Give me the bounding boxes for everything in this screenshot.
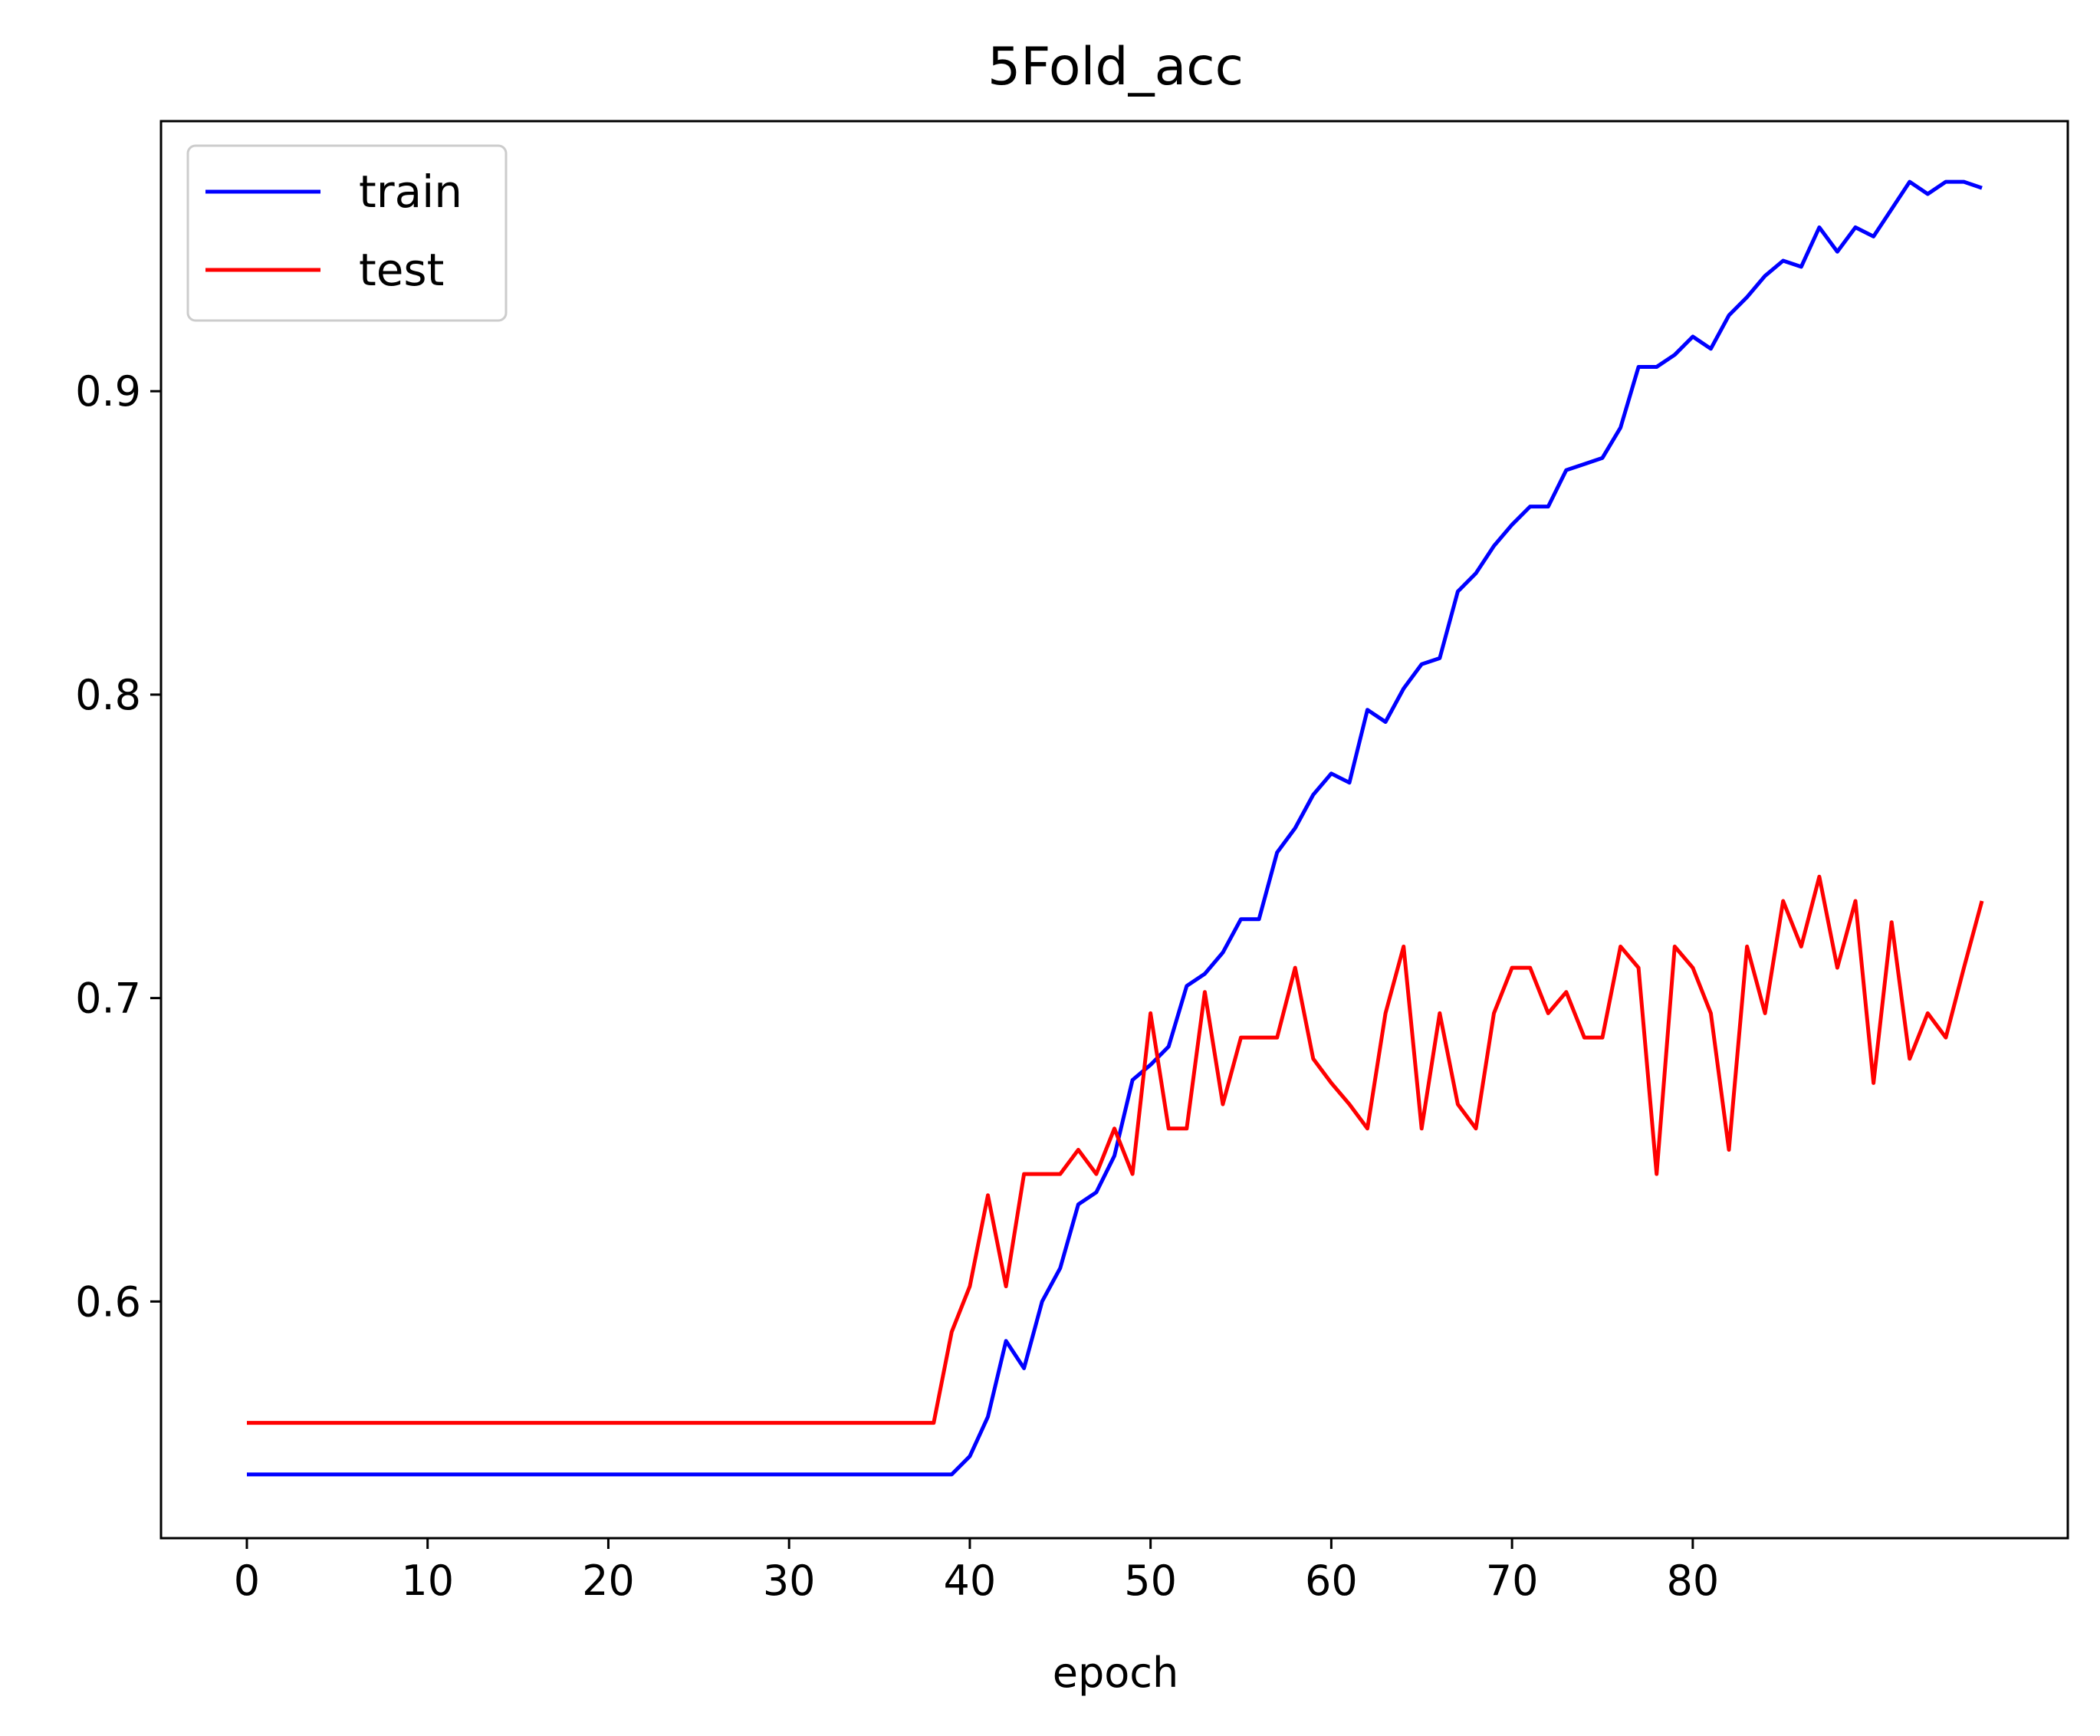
y-tick-label: 0.7 <box>75 975 141 1023</box>
y-tick-label: 0.9 <box>75 367 141 416</box>
legend-label-train: train <box>359 166 462 218</box>
x-axis-ticks: 0 10 20 30 40 50 60 70 80 <box>234 1538 1719 1605</box>
y-tick-label: 0.8 <box>75 671 141 719</box>
chart-title: 5Fold_acc <box>988 37 1244 97</box>
x-tick-label: 20 <box>582 1557 635 1605</box>
y-tick-label: 0.6 <box>75 1277 141 1326</box>
series-line-test <box>247 874 1984 1425</box>
y-axis-ticks: 0.6 0.7 0.8 0.9 <box>75 367 161 1326</box>
x-axis-label: epoch <box>1053 1649 1178 1697</box>
legend: train test <box>186 144 508 322</box>
x-tick-label: 10 <box>401 1557 454 1605</box>
x-tick-label: 70 <box>1486 1557 1539 1605</box>
x-tick-label: 80 <box>1666 1557 1719 1605</box>
x-tick-label: 40 <box>944 1557 997 1605</box>
legend-label-test: test <box>359 244 444 296</box>
legend-box <box>186 144 508 322</box>
x-tick-label: 60 <box>1305 1557 1358 1605</box>
x-tick-label: 0 <box>234 1557 260 1605</box>
series-layer <box>247 179 1984 1477</box>
x-tick-label: 50 <box>1124 1557 1177 1605</box>
x-tick-label: 30 <box>763 1557 816 1605</box>
plot-frame <box>159 120 2069 1540</box>
series-line-train <box>247 179 1983 1477</box>
